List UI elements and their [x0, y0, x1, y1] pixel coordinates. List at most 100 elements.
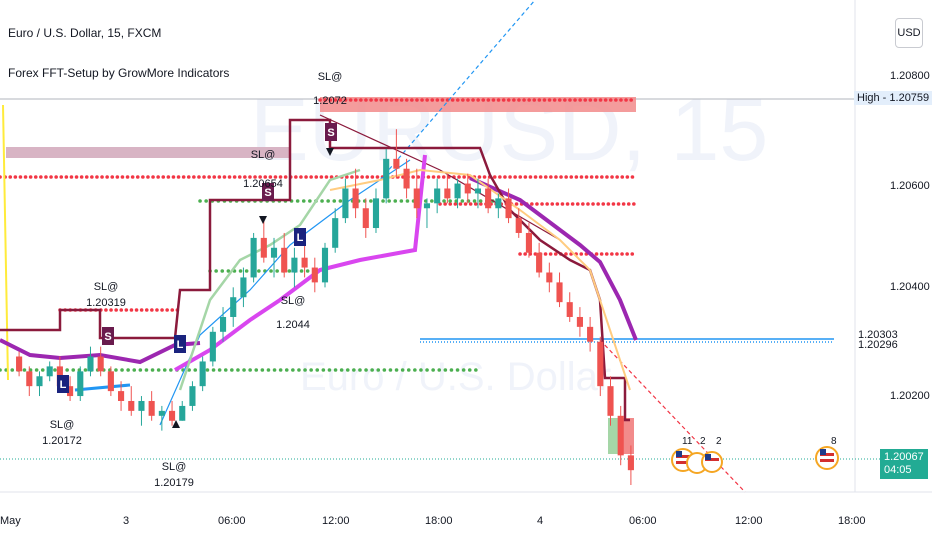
- event-count: 2: [716, 436, 722, 447]
- candle-up: [291, 257, 298, 273]
- candle-down: [118, 391, 125, 401]
- candle-up: [250, 237, 257, 278]
- flag-canton: [820, 449, 826, 455]
- candle-down: [566, 302, 573, 317]
- candle-up: [454, 183, 461, 199]
- candle-down: [148, 400, 155, 416]
- price-axis-ticks: 1.20800 1.20600 1.20400 1.20200: [890, 70, 930, 402]
- candle-down: [515, 218, 522, 233]
- event-badges: 11 2 2 8: [671, 436, 839, 474]
- pink-zone: [6, 147, 290, 158]
- candle-up: [46, 366, 53, 377]
- candle-up: [332, 218, 339, 248]
- sl-price: 1.20654: [243, 178, 283, 190]
- candle-down: [587, 326, 594, 342]
- candle-down: [556, 282, 563, 303]
- flag-stripe: [676, 455, 690, 458]
- sloped-trend-line: [319, 114, 561, 241]
- sl-price: 1.20319: [86, 297, 126, 309]
- candle-down: [362, 208, 369, 229]
- candle-down: [393, 158, 400, 169]
- time-tick: 3: [123, 515, 129, 527]
- candle-up: [474, 188, 482, 194]
- candle-down: [413, 188, 420, 209]
- candle-countdown: 04:05: [884, 464, 912, 476]
- event-count: 11: [682, 436, 693, 447]
- level-price-label: 1.20303: [858, 329, 898, 341]
- magenta-ma-line: [174, 154, 427, 372]
- short-badge: [325, 123, 337, 141]
- time-tick: 12:00: [735, 515, 763, 527]
- candle-up: [77, 371, 84, 397]
- time-tick: May: [0, 515, 21, 527]
- time-tick: 06:00: [629, 515, 657, 527]
- candle-down: [597, 341, 604, 387]
- candle-up: [495, 198, 502, 209]
- chart-title: Euro / U.S. Dollar, 15, FXCM: [8, 26, 162, 40]
- long-badge-label: L: [177, 339, 184, 351]
- candle-up: [372, 198, 380, 229]
- down-triangle-marker: [326, 148, 334, 156]
- price-tick: 1.20200: [890, 390, 930, 402]
- signal-badges: L S L S L S: [57, 123, 337, 393]
- candle-up: [321, 247, 329, 283]
- short-badge-label: S: [104, 331, 111, 343]
- candle-up: [383, 158, 390, 199]
- candle-down: [525, 232, 532, 253]
- short-badge-label: S: [264, 187, 271, 199]
- price-tick: 1.20600: [890, 180, 930, 192]
- candle-down: [281, 247, 288, 273]
- candle-up: [36, 376, 43, 387]
- indicator-title[interactable]: Forex FFT-Setup by GrowMore Indicators: [8, 66, 230, 80]
- candle-down: [26, 371, 33, 387]
- down-triangle-marker: [259, 216, 267, 224]
- sl-text: SL@: [281, 295, 306, 307]
- sl-text: SL@: [162, 461, 187, 473]
- red-zone-small: [622, 418, 634, 454]
- time-tick: 4: [537, 515, 543, 527]
- candle-down: [301, 257, 308, 268]
- candle-down: [352, 188, 359, 209]
- candle-up: [342, 188, 349, 219]
- blue-trend-line: [379, 0, 536, 181]
- sl-text: SL@: [318, 71, 343, 83]
- candle-up: [219, 316, 227, 332]
- level-price-label: 1.20296: [858, 339, 898, 351]
- currency-button[interactable]: USD: [895, 18, 923, 48]
- price-tick: 1.20400: [890, 281, 930, 293]
- flag-canton: [705, 454, 711, 460]
- sl-text: SL@: [94, 281, 119, 293]
- candle-down: [627, 455, 634, 471]
- candle-down: [464, 183, 471, 194]
- candle-down: [485, 188, 492, 209]
- purple-ma-line-2: [469, 176, 638, 341]
- time-axis-ticks: May 3 06:00 12:00 18:00 4 06:00 12:00 18…: [0, 515, 866, 527]
- candle-up: [240, 277, 247, 298]
- candle-up: [87, 356, 94, 372]
- sl-annotations: SL@ 1.20319 SL@ 1.20172 SL@ 1.20179 SL@ …: [42, 71, 347, 489]
- long-badge-label: L: [60, 379, 67, 391]
- candle-up: [189, 386, 196, 406]
- sl-text: SL@: [50, 419, 75, 431]
- yellow-line: [2, 104, 9, 381]
- short-badge: [262, 183, 274, 201]
- time-tick: 12:00: [322, 515, 350, 527]
- event-count: 8: [831, 436, 837, 447]
- candle-up: [230, 297, 237, 317]
- candle-down: [260, 237, 267, 258]
- candle-down: [128, 400, 135, 411]
- sl-price: 1.20179: [154, 477, 194, 489]
- time-tick: 18:00: [838, 515, 866, 527]
- candle-down: [67, 386, 74, 397]
- candle-up: [179, 405, 186, 421]
- candle-up: [434, 188, 441, 204]
- flag-stripe: [705, 458, 719, 461]
- long-badge: [294, 228, 306, 246]
- candle-down: [168, 410, 176, 421]
- price-tick: 1.20800: [890, 70, 930, 82]
- candle-down: [403, 168, 410, 189]
- sl-text: SL@: [251, 149, 276, 161]
- short-badge: [102, 327, 114, 345]
- long-badge: [174, 335, 186, 353]
